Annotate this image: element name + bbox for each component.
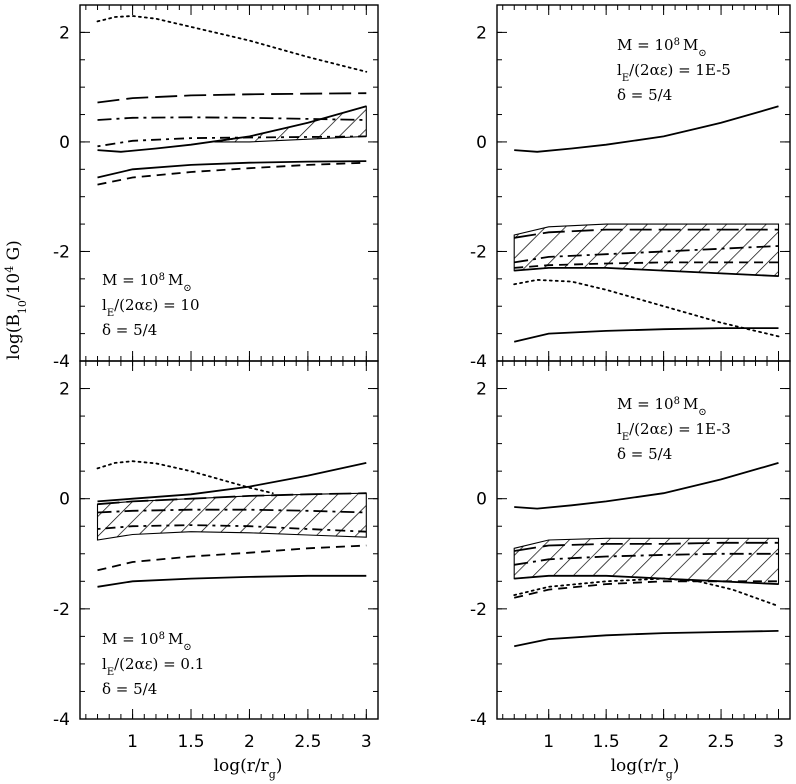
- y-tick-label: -2: [53, 600, 70, 620]
- series-line-solid: [514, 462, 779, 510]
- series-line-dot-dash: [97, 135, 367, 148]
- series-line-solid: [514, 267, 779, 277]
- series-line-dash-dot: [514, 552, 779, 566]
- y-tick-label: -4: [53, 352, 70, 372]
- y-tick-label: 0: [59, 490, 70, 510]
- panel-1: 2 0 -2 -4 M = 10^8 M⊙M = 108 M⊙lE/(2αε) = 10l…: [53, 4, 379, 372]
- hatched-band: [96, 492, 367, 541]
- series-line-dash-dot: [97, 508, 367, 514]
- panel-3: 1 1.5 2 2.5 3 2 0 -2 -4 M = 10^8 M⊙M = 108 M⊙lE/(2…: [53, 360, 379, 752]
- x-tick-label: 1: [127, 732, 138, 752]
- panel-frame: [496, 360, 791, 720]
- series-line-dot-dash: [97, 524, 367, 533]
- x-tick-label: 2.5: [708, 732, 735, 752]
- series-line-long-dash: [514, 541, 779, 552]
- y-tick-label: 0: [476, 490, 487, 510]
- series-line-solid: [514, 105, 779, 153]
- x-tick-label: 2: [244, 732, 255, 752]
- x-tick-label: 1.5: [593, 732, 620, 752]
- series-line-dotted: [513, 577, 780, 607]
- panel-annotation-line: M = 10^8 M⊙M = 108 M⊙: [102, 271, 192, 294]
- x-tick-label: 3: [773, 732, 784, 752]
- y-tick-label: 2: [476, 23, 487, 43]
- panel-frame: [79, 360, 379, 720]
- panel-annotation-line: M = 10^8 M⊙M = 108 M⊙: [617, 395, 707, 418]
- x-tick-label: 2.5: [294, 732, 321, 752]
- y-tick-label: -2: [470, 600, 487, 620]
- panel-annotation-line: M = 10^8 M⊙M = 108 M⊙: [617, 36, 707, 59]
- series-line-solid: [97, 462, 367, 503]
- panel-annotation-line: lE/(2αε) = 0.1lE/(2αε) = 0.1: [102, 655, 204, 678]
- series-line-long-dash: [97, 492, 367, 506]
- series-line-dashed: [97, 544, 367, 572]
- y-tick-label: 2: [476, 380, 487, 400]
- series-line-solid: [513, 327, 779, 343]
- y-tick-label: 0: [476, 133, 487, 153]
- series-line-solid: [97, 105, 367, 153]
- y-tick-label: -4: [470, 710, 487, 730]
- x-axis-label-left: log(r/rg): [214, 756, 283, 781]
- x-tick-label: 2: [658, 732, 669, 752]
- series-line-solid: [514, 630, 779, 648]
- panels: 20-2-4M = 10^8 M⊙M = 108 M⊙lE/(2αε) = 10l…: [53, 4, 791, 752]
- x-axis-label-right: log(r/rg): [611, 756, 680, 781]
- x-tick-label: 1.5: [177, 732, 204, 752]
- series-line-long-dash: [97, 92, 367, 104]
- panel-annotation-line: M = 10^8 M⊙M = 108 M⊙: [102, 630, 192, 653]
- panel-annotation-line: δ = 5/4δ = 5/4: [102, 321, 157, 339]
- panel-annotation-line: δ = 5/4δ = 5/4: [102, 680, 157, 698]
- y-tick-label: -4: [470, 352, 487, 372]
- y-axis-label: log(B10/104 G): [3, 240, 29, 360]
- x-tick-label: 3: [361, 732, 372, 752]
- panel-annotation-line: lE/(2αε) = 1E-5lE/(2αε) = 1E-5: [617, 61, 731, 84]
- series-line-solid: [97, 574, 367, 588]
- panel-annotation-line: δ = 5/4δ = 5/4: [617, 445, 672, 463]
- x-tick-label: 1: [543, 732, 554, 752]
- series-line-dashed: [513, 580, 779, 599]
- series-line-dashed: [514, 261, 779, 269]
- panel-2: 2 0 -2 -4 M = 10^8 M⊙M = 108 M⊙lE/(2αε) = 1E-…: [470, 4, 791, 372]
- series-line-long-dash: [514, 228, 779, 239]
- series-line-solid: [97, 160, 367, 179]
- panel-frame: [496, 4, 791, 362]
- y-tick-label: -4: [53, 710, 70, 730]
- y-tick-label: 2: [59, 380, 70, 400]
- series-line-dash-dot: [514, 245, 779, 264]
- y-tick-label: -2: [470, 242, 487, 262]
- panel-annotation-line: lE/(2αε) = 10lE/(2αε) = 10: [102, 296, 200, 319]
- panel-annotation-line: δ = 5/4δ = 5/4: [617, 86, 672, 104]
- series-line-dotted: [96, 460, 274, 495]
- series-line-dash-dot: [97, 116, 367, 121]
- y-tick-label: 2: [59, 23, 70, 43]
- panel-annotation-line: lE/(2αε) = 1E-3lE/(2αε) = 1E-3: [617, 420, 731, 443]
- series-line-dotted: [513, 278, 780, 338]
- panel-4: 1 1.5 2 2.5 3 2 0 -2 -4 M = 10^8 M⊙M = 108 M⊙lE/(2…: [470, 360, 791, 752]
- y-tick-label: -2: [53, 242, 70, 262]
- y-tick-label: 0: [59, 133, 70, 153]
- series-line-dashed: [97, 161, 367, 186]
- series-line-dotted: [96, 15, 368, 73]
